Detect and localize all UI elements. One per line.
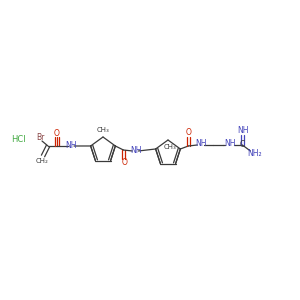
Text: NH: NH	[130, 146, 142, 155]
Text: NH: NH	[238, 127, 249, 136]
Text: O: O	[122, 158, 127, 167]
Text: CH₂: CH₂	[36, 158, 48, 164]
Text: NH: NH	[196, 140, 207, 148]
Text: O: O	[54, 128, 60, 137]
Text: C: C	[240, 140, 245, 149]
Text: Br: Br	[36, 134, 44, 142]
Text: CH₃: CH₃	[164, 144, 176, 150]
Text: O: O	[185, 128, 191, 137]
Text: NH: NH	[225, 140, 236, 148]
Text: CH₃: CH₃	[97, 127, 110, 133]
Text: NH: NH	[65, 140, 77, 149]
Text: NH₂: NH₂	[247, 149, 262, 158]
Text: HCl: HCl	[11, 136, 25, 145]
